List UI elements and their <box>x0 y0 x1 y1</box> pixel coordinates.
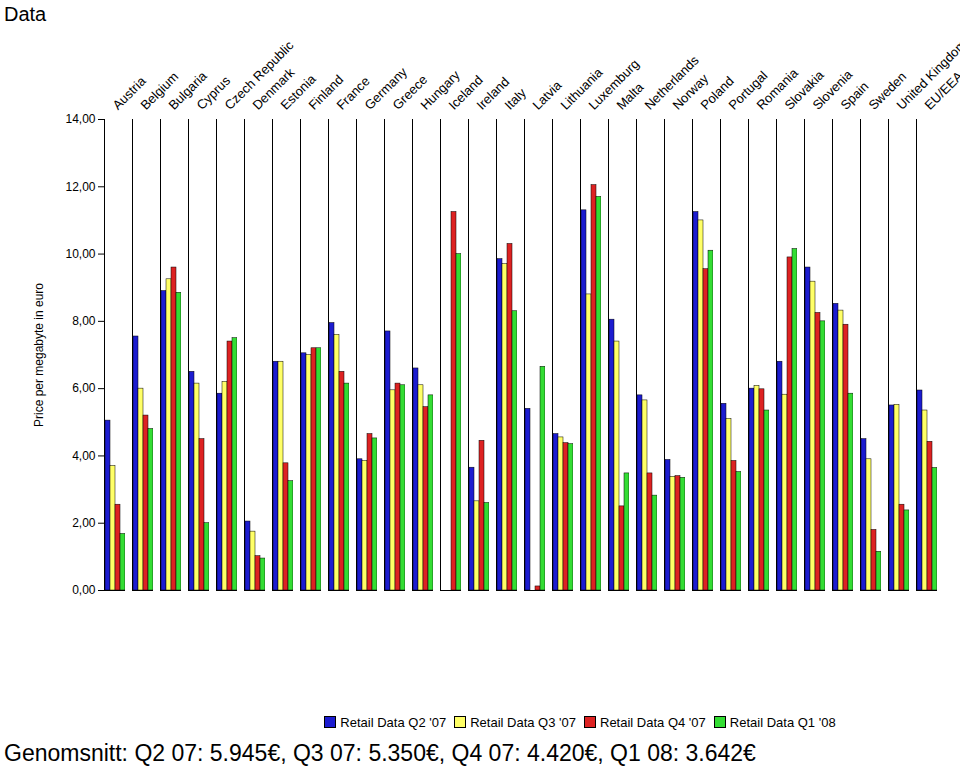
svg-text:Slovenia: Slovenia <box>809 66 856 113</box>
svg-text:Malta: Malta <box>613 79 647 113</box>
svg-text:Greece: Greece <box>389 72 431 113</box>
svg-text:4,00: 4,00 <box>72 449 96 463</box>
svg-text:Slovakia: Slovakia <box>781 67 827 113</box>
svg-text:Italy: Italy <box>501 85 529 113</box>
svg-text:Denmark: Denmark <box>249 64 298 113</box>
svg-text:Germany: Germany <box>361 64 410 113</box>
html-text:Retail Data Q1 '08: Retail Data Q1 '08 <box>729 714 836 730</box>
html-text:Data: Data <box>4 3 47 25</box>
svg-text:Finland: Finland <box>305 72 347 113</box>
svg-text:0,00: 0,00 <box>72 583 96 597</box>
svg-text:Czech Republic: Czech Republic <box>221 37 297 113</box>
svg-text:EU/EEA average: EU/EEA average <box>921 33 960 113</box>
svg-text:Austria: Austria <box>109 73 149 113</box>
svg-text:6,00: 6,00 <box>72 381 96 395</box>
svg-text:Cyprus: Cyprus <box>193 73 234 113</box>
svg-text:Estonia: Estonia <box>277 71 319 113</box>
svg-text:Belgium: Belgium <box>137 68 182 113</box>
svg-text:Bulgaria: Bulgaria <box>165 68 210 113</box>
svg-text:Norway: Norway <box>669 71 712 113</box>
svg-text:12,00: 12,00 <box>65 180 95 194</box>
svg-text:10,00: 10,00 <box>65 247 95 261</box>
svg-text:Hungary: Hungary <box>417 67 463 113</box>
html-text:Retail Data Q4 '07: Retail Data Q4 '07 <box>600 714 706 730</box>
svg-text:Iceland: Iceland <box>445 72 486 113</box>
svg-text:Portugal: Portugal <box>725 67 771 113</box>
svg-text:Lithuania: Lithuania <box>557 64 606 113</box>
svg-text:Sweden: Sweden <box>865 68 910 113</box>
svg-text:France: France <box>333 73 373 113</box>
html-text:Genomsnitt: Q2 07: 5.945€, Q3: Genomsnitt: Q2 07: 5.945€, Q3 07: 5.350€… <box>4 740 756 766</box>
svg-text:8,00: 8,00 <box>72 314 96 328</box>
svg-text:Latvia: Latvia <box>529 77 565 113</box>
svg-text:Romania: Romania <box>753 65 801 113</box>
svg-text:Luxemburg: Luxemburg <box>585 56 643 113</box>
html-text:Retail Data Q3 '07: Retail Data Q3 '07 <box>470 714 576 730</box>
svg-text:Price per megabyte in euro: Price per megabyte in euro <box>32 283 46 427</box>
svg-text:14,00: 14,00 <box>65 112 95 126</box>
svg-text:Spain: Spain <box>837 79 871 113</box>
svg-text:Ireland: Ireland <box>473 74 513 113</box>
svg-text:2,00: 2,00 <box>72 516 96 530</box>
svg-text:Poland: Poland <box>697 73 737 113</box>
svg-text:Netherlands: Netherlands <box>641 52 702 113</box>
html-text:Retail Data Q2 '07: Retail Data Q2 '07 <box>340 714 447 730</box>
